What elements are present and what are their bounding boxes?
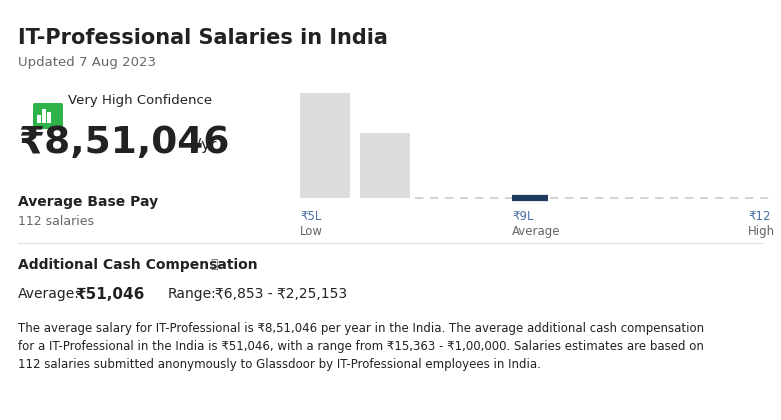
Text: ₹9L: ₹9L — [512, 210, 533, 223]
Text: ₹6,853 - ₹2,25,153: ₹6,853 - ₹2,25,153 — [215, 287, 347, 301]
Text: 112 salaries submitted anonymously to Glassdoor by IT-Professional employees in : 112 salaries submitted anonymously to Gl… — [18, 358, 541, 371]
Text: 112 salaries: 112 salaries — [18, 215, 94, 228]
Text: Average:: Average: — [18, 287, 80, 301]
Text: ⓘ: ⓘ — [210, 258, 217, 271]
Text: Additional Cash Compensation: Additional Cash Compensation — [18, 258, 258, 272]
Bar — [300, 93, 350, 198]
Bar — [42, 109, 46, 123]
Text: for a IT-Professional in the India is ₹51,046, with a range from ₹15,363 - ₹1,00: for a IT-Professional in the India is ₹5… — [18, 340, 704, 353]
FancyBboxPatch shape — [33, 103, 63, 129]
Bar — [47, 112, 51, 123]
Text: ₹12: ₹12 — [748, 210, 771, 223]
Text: ₹51,046: ₹51,046 — [75, 287, 144, 302]
Text: ₹8,51,046: ₹8,51,046 — [18, 125, 230, 161]
Text: /yr: /yr — [196, 138, 216, 153]
Text: Range:: Range: — [168, 287, 217, 301]
Text: High: High — [748, 225, 775, 238]
Text: IT-Professional Salaries in India: IT-Professional Salaries in India — [18, 28, 388, 48]
Bar — [37, 115, 41, 123]
Text: Low: Low — [300, 225, 323, 238]
Text: The average salary for IT-Professional is ₹8,51,046 per year in the India. The a: The average salary for IT-Professional i… — [18, 322, 704, 335]
Text: Average Base Pay: Average Base Pay — [18, 195, 158, 209]
Text: Average: Average — [512, 225, 561, 238]
Text: Updated 7 Aug 2023: Updated 7 Aug 2023 — [18, 56, 156, 69]
Text: Very High Confidence: Very High Confidence — [68, 94, 212, 107]
Bar — [360, 133, 410, 198]
Text: ₹5L: ₹5L — [300, 210, 321, 223]
